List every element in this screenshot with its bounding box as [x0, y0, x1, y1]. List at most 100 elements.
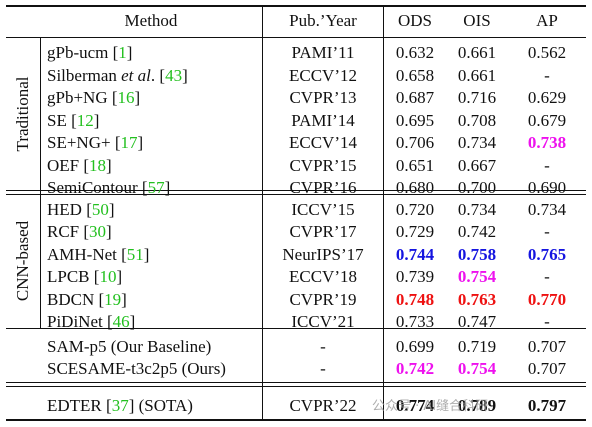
method-name: BDCN [ [47, 290, 105, 309]
ois-cell: 0.758 [457, 245, 497, 264]
ois-cell: 0.661 [457, 66, 497, 85]
ap-cell: 0.690 [527, 178, 567, 197]
ap-cell: 0.707 [527, 337, 567, 356]
citation-ref: 1 [118, 43, 127, 62]
ap-cell: 0.679 [527, 111, 567, 130]
citation-close: ] [164, 178, 171, 197]
method-name: AMH-Net [ [47, 245, 127, 264]
pub-year-cell: NeurIPS’17 [282, 245, 364, 264]
ods-cell: 0.695 [395, 111, 435, 130]
ods-cell: 0.744 [395, 245, 435, 264]
ois-cell: 0.719 [457, 337, 497, 356]
method-cell: HED [50] [47, 200, 115, 220]
ods-cell: 0.748 [395, 290, 435, 309]
ap-cell: 0.738 [527, 133, 567, 152]
citation-close: ] [126, 43, 133, 62]
header-ods: ODS [397, 11, 432, 30]
citation-close: ] [106, 222, 112, 241]
ods-cell: 0.658 [395, 66, 435, 85]
pub-year-cell: ECCV’12 [289, 66, 357, 85]
group-label-traditional: Traditional [13, 76, 32, 152]
ods-cell: 0.687 [395, 88, 435, 107]
method-name: SCESAME-t3c2p5 (Ours) [47, 359, 226, 378]
method-name-mid: . [ [150, 66, 166, 85]
method-cell: SAM-p5 (Our Baseline) [47, 337, 211, 357]
ap-cell: 0.765 [527, 245, 567, 264]
method-cell: gPb+NG [16] [47, 88, 140, 108]
ap-cell: 0.770 [527, 290, 567, 309]
ods-cell: 0.729 [395, 222, 435, 241]
citation-ref: 16 [117, 88, 135, 107]
citation-ref: 50 [91, 200, 109, 219]
pub-year-cell: CVPR’17 [289, 222, 357, 241]
ods-cell: 0.733 [395, 312, 435, 331]
citation-ref: 10 [99, 267, 117, 286]
ois-cell: 0.716 [457, 88, 497, 107]
ods-cell: 0.699 [395, 337, 435, 356]
pub-year-cell: ECCV’14 [289, 133, 357, 152]
method-name: Silberman [47, 66, 122, 85]
group-label-cnn: CNN-based [13, 220, 32, 302]
ap-cell: 0.734 [527, 200, 567, 219]
citation-close: ] [134, 88, 141, 107]
method-cell: LPCB [10] [47, 267, 122, 287]
citation-ref: 18 [89, 156, 107, 175]
method-cell: EDTER [37] (SOTA) [47, 396, 193, 416]
ods-cell: 0.706 [395, 133, 435, 152]
ap-cell: 0.562 [527, 43, 567, 62]
method-col-rule [262, 5, 263, 421]
citation-ref: 51 [126, 245, 144, 264]
ods-cell: 0.680 [395, 178, 435, 197]
citation-ref: 43 [165, 66, 183, 85]
watermark: 公众号 · AI缝合科研 [372, 399, 489, 414]
citation-ref: 30 [89, 222, 107, 241]
top-rule [6, 5, 586, 7]
ap-cell: - [544, 267, 550, 286]
method-cell: gPb-ucm [1] [47, 43, 132, 63]
method-cell: SemiContour [57] [47, 178, 170, 198]
pub-year-cell: ECCV’18 [289, 267, 357, 286]
pub-year-cell: - [320, 337, 326, 356]
ap-cell: 0.797 [527, 396, 567, 415]
pub-year-cell: CVPR’13 [289, 88, 357, 107]
ods-cell: 0.774 [395, 396, 435, 415]
citation-close: ] (SOTA) [128, 396, 193, 415]
header-pub-year: Pub.’Year [289, 11, 357, 30]
header-ois: OIS [463, 11, 491, 30]
ois-cell: 0.754 [457, 359, 497, 378]
pub-year-cell: PAMI’14 [291, 111, 355, 130]
ois-cell: 0.789 [457, 396, 497, 415]
citation-ref: 37 [111, 396, 129, 415]
ap-cell: - [544, 66, 550, 85]
ours-bottom-rule-2 [6, 386, 586, 387]
ois-cell: 0.763 [457, 290, 497, 309]
traditional-bottom-rule [6, 190, 586, 191]
header-method: Method [124, 11, 178, 30]
ods-cell: 0.720 [395, 200, 435, 219]
ois-cell: 0.667 [457, 156, 497, 175]
citation-close: ] [116, 267, 123, 286]
method-name: gPb+NG [ [47, 88, 118, 107]
group-col-rule [40, 38, 41, 328]
ois-cell: 0.734 [457, 200, 497, 219]
ois-cell: 0.742 [457, 222, 497, 241]
method-name: PiDiNet [ [47, 312, 113, 331]
pub-year-cell: CVPR’19 [289, 290, 357, 309]
ods-cell: 0.651 [395, 156, 435, 175]
pub-year-cell: ICCV’15 [291, 200, 355, 219]
citation-close: ] [182, 66, 188, 85]
method-cell: PiDiNet [46] [47, 312, 135, 332]
method-name: LPCB [ [47, 267, 100, 286]
ap-cell: - [544, 222, 550, 241]
ods-cell: 0.742 [395, 359, 435, 378]
method-cell: BDCN [19] [47, 290, 127, 310]
bottom-rule [6, 419, 586, 421]
citation-close: ] [121, 290, 127, 309]
citation-close: ] [129, 312, 136, 331]
method-name: HED [ [47, 200, 92, 219]
ois-cell: 0.708 [457, 111, 497, 130]
pub-year-cell: CVPR’15 [289, 156, 357, 175]
pub-year-cell: CVPR’22 [289, 396, 357, 415]
ois-cell: 0.661 [457, 43, 497, 62]
citation-ref: 12 [76, 111, 94, 130]
